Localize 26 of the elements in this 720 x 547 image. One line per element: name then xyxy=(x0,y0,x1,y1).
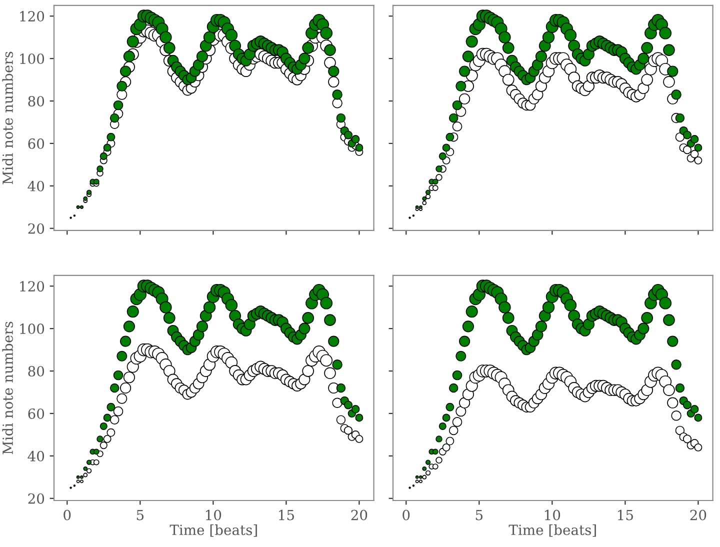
y-tick-label: 120 xyxy=(20,281,44,292)
y-tick-label: 40 xyxy=(28,180,44,192)
x-axis-title: Time [beats] xyxy=(508,524,596,537)
x-tick-label: 5 xyxy=(136,510,144,520)
y-tick-label: 100 xyxy=(20,324,44,334)
x-tick-label: 15 xyxy=(618,510,633,520)
x-tick-label: 15 xyxy=(279,510,294,520)
y-axis-title: Midi note numbers xyxy=(2,322,13,454)
y-axis-title: Midi note numbers xyxy=(2,52,13,184)
y-tick-label: 60 xyxy=(28,408,44,419)
y-tick-label: 20 xyxy=(28,493,44,504)
x-tick-label: 5 xyxy=(476,510,482,520)
y-tick-label: 20 xyxy=(28,223,44,234)
x-tick-label: 0 xyxy=(402,510,410,520)
x-tick-label: 20 xyxy=(690,510,706,520)
y-tick-label: 80 xyxy=(28,366,44,376)
y-tick-label: 40 xyxy=(28,450,44,462)
x-tick-label: 10 xyxy=(206,510,222,520)
x-axis-title: Time [beats] xyxy=(170,524,257,537)
y-tick-label: 60 xyxy=(28,138,44,149)
x-tick-label: 10 xyxy=(545,510,560,520)
y-tick-label: 100 xyxy=(20,54,44,64)
x-tick-label: 20 xyxy=(351,510,368,520)
x-tick-label: 0 xyxy=(64,510,71,520)
y-tick-label: 120 xyxy=(20,11,44,22)
y-tick-label: 80 xyxy=(28,96,44,106)
